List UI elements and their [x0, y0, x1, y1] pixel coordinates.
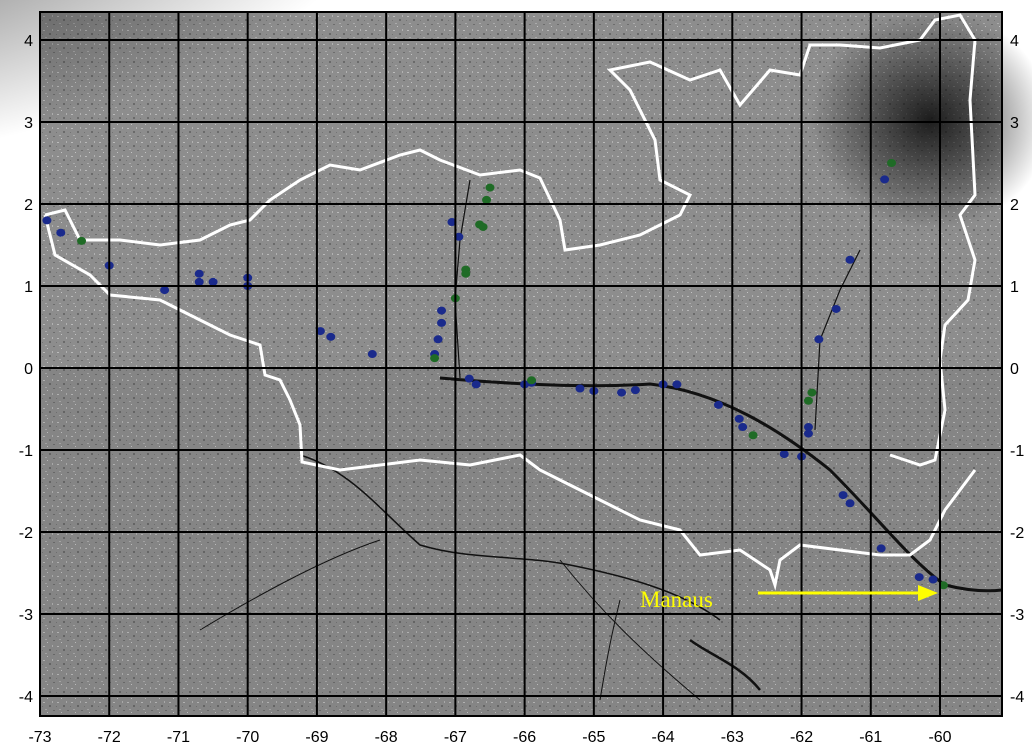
station-marker-blue [454, 232, 464, 241]
station-marker-blue [831, 304, 841, 313]
station-marker-green [887, 159, 897, 167]
station-marker-green [485, 183, 495, 192]
y-tick-label-left: 2 [24, 197, 33, 214]
station-marker-blue [880, 175, 890, 184]
station-marker-blue [367, 350, 377, 359]
tick-labels: -73 -72 -71 -70 -69 -68 -67 -66 -65 -64 -63 -62 -61 -… [19, 33, 1025, 746]
x-tick-label: -62 [790, 729, 813, 746]
station-marker-green [77, 236, 87, 245]
station-marker-blue [845, 499, 855, 508]
x-tick-label: -61 [859, 729, 882, 746]
station-marker-green [807, 388, 817, 397]
station-marker-green [748, 431, 758, 440]
station-marker-blue [845, 255, 855, 264]
y-tick-label-right: 4 [1010, 33, 1019, 50]
map-frame [39, 11, 1003, 717]
station-marker-blue [160, 286, 170, 295]
station-marker-green [478, 222, 488, 231]
y-tick-label-right: -4 [1010, 689, 1024, 706]
station-marker-green [430, 354, 440, 363]
lat-lon-grid [39, 12, 1002, 716]
station-marker-blue [208, 277, 218, 286]
station-marker-green [803, 396, 813, 405]
y-tick-label-right: -1 [1010, 443, 1024, 460]
y-tick-label-left: -3 [19, 607, 33, 624]
x-tick-label: -69 [305, 729, 328, 746]
station-marker-blue [315, 327, 325, 336]
station-marker-blue [194, 277, 204, 286]
y-tick-label-left: -1 [19, 443, 33, 460]
x-tick-label: -71 [167, 729, 190, 746]
station-marker-blue [194, 269, 204, 278]
x-tick-label: -73 [28, 729, 51, 746]
station-marker-blue [734, 414, 744, 423]
station-marker-blue [814, 335, 824, 344]
y-tick-label-left: 1 [24, 279, 33, 296]
y-tick-label-left: -2 [19, 525, 33, 542]
station-marker-blue [838, 491, 848, 500]
station-marker-blue [617, 388, 627, 397]
boundary-lines [43, 13, 977, 591]
y-tick-label-right: 0 [1010, 361, 1019, 378]
station-marker-blue [738, 423, 748, 432]
station-marker-blue [437, 306, 447, 315]
satellite-imagery [0, 0, 1032, 716]
x-tick-label: -65 [582, 729, 605, 746]
station-marker-blue [914, 573, 924, 582]
station-marker-blue [713, 400, 723, 409]
station-marker-blue [437, 318, 447, 327]
station-markers [42, 159, 948, 590]
y-tick-label-right: -2 [1010, 525, 1024, 542]
station-marker-green [482, 195, 492, 204]
y-tick-label-left: 0 [24, 361, 33, 378]
station-marker-blue [876, 544, 886, 553]
station-marker-blue [326, 332, 336, 341]
station-marker-blue [56, 228, 66, 237]
station-marker-blue [672, 380, 682, 389]
y-tick-label-right: 1 [1010, 279, 1019, 296]
x-tick-label: -63 [721, 729, 744, 746]
manaus-annotation: Manaus [640, 585, 938, 612]
station-marker-blue [575, 384, 585, 393]
station-marker-blue [464, 374, 474, 383]
station-marker-blue [471, 380, 481, 389]
y-tick-label-right: 2 [1010, 197, 1019, 214]
x-tick-label: -68 [375, 729, 398, 746]
station-marker-blue [928, 575, 938, 584]
station-marker-green [527, 376, 537, 385]
x-tick-label: -64 [652, 729, 675, 746]
x-tick-label: -66 [513, 729, 536, 746]
y-tick-label-right: -3 [1010, 607, 1024, 624]
x-tick-label: -72 [98, 729, 121, 746]
station-marker-blue [447, 218, 457, 227]
station-marker-green [938, 581, 948, 590]
x-tick-label: -60 [928, 729, 951, 746]
station-marker-blue [630, 386, 640, 395]
manaus-label: Manaus [640, 587, 713, 612]
station-marker-blue [803, 423, 813, 432]
x-tick-label: -67 [444, 729, 467, 746]
y-tick-label-left: -4 [19, 689, 33, 706]
station-marker-blue [42, 216, 52, 225]
y-tick-label-left: 3 [24, 115, 33, 132]
station-marker-green [461, 269, 471, 278]
y-tick-label-left: 4 [24, 33, 33, 50]
x-tick-label: -70 [236, 729, 259, 746]
station-marker-blue [433, 335, 443, 344]
station-marker-blue [779, 450, 789, 459]
arrow-head-icon [918, 585, 938, 601]
y-tick-label-right: 3 [1010, 115, 1019, 132]
station-marker-blue [803, 429, 813, 438]
